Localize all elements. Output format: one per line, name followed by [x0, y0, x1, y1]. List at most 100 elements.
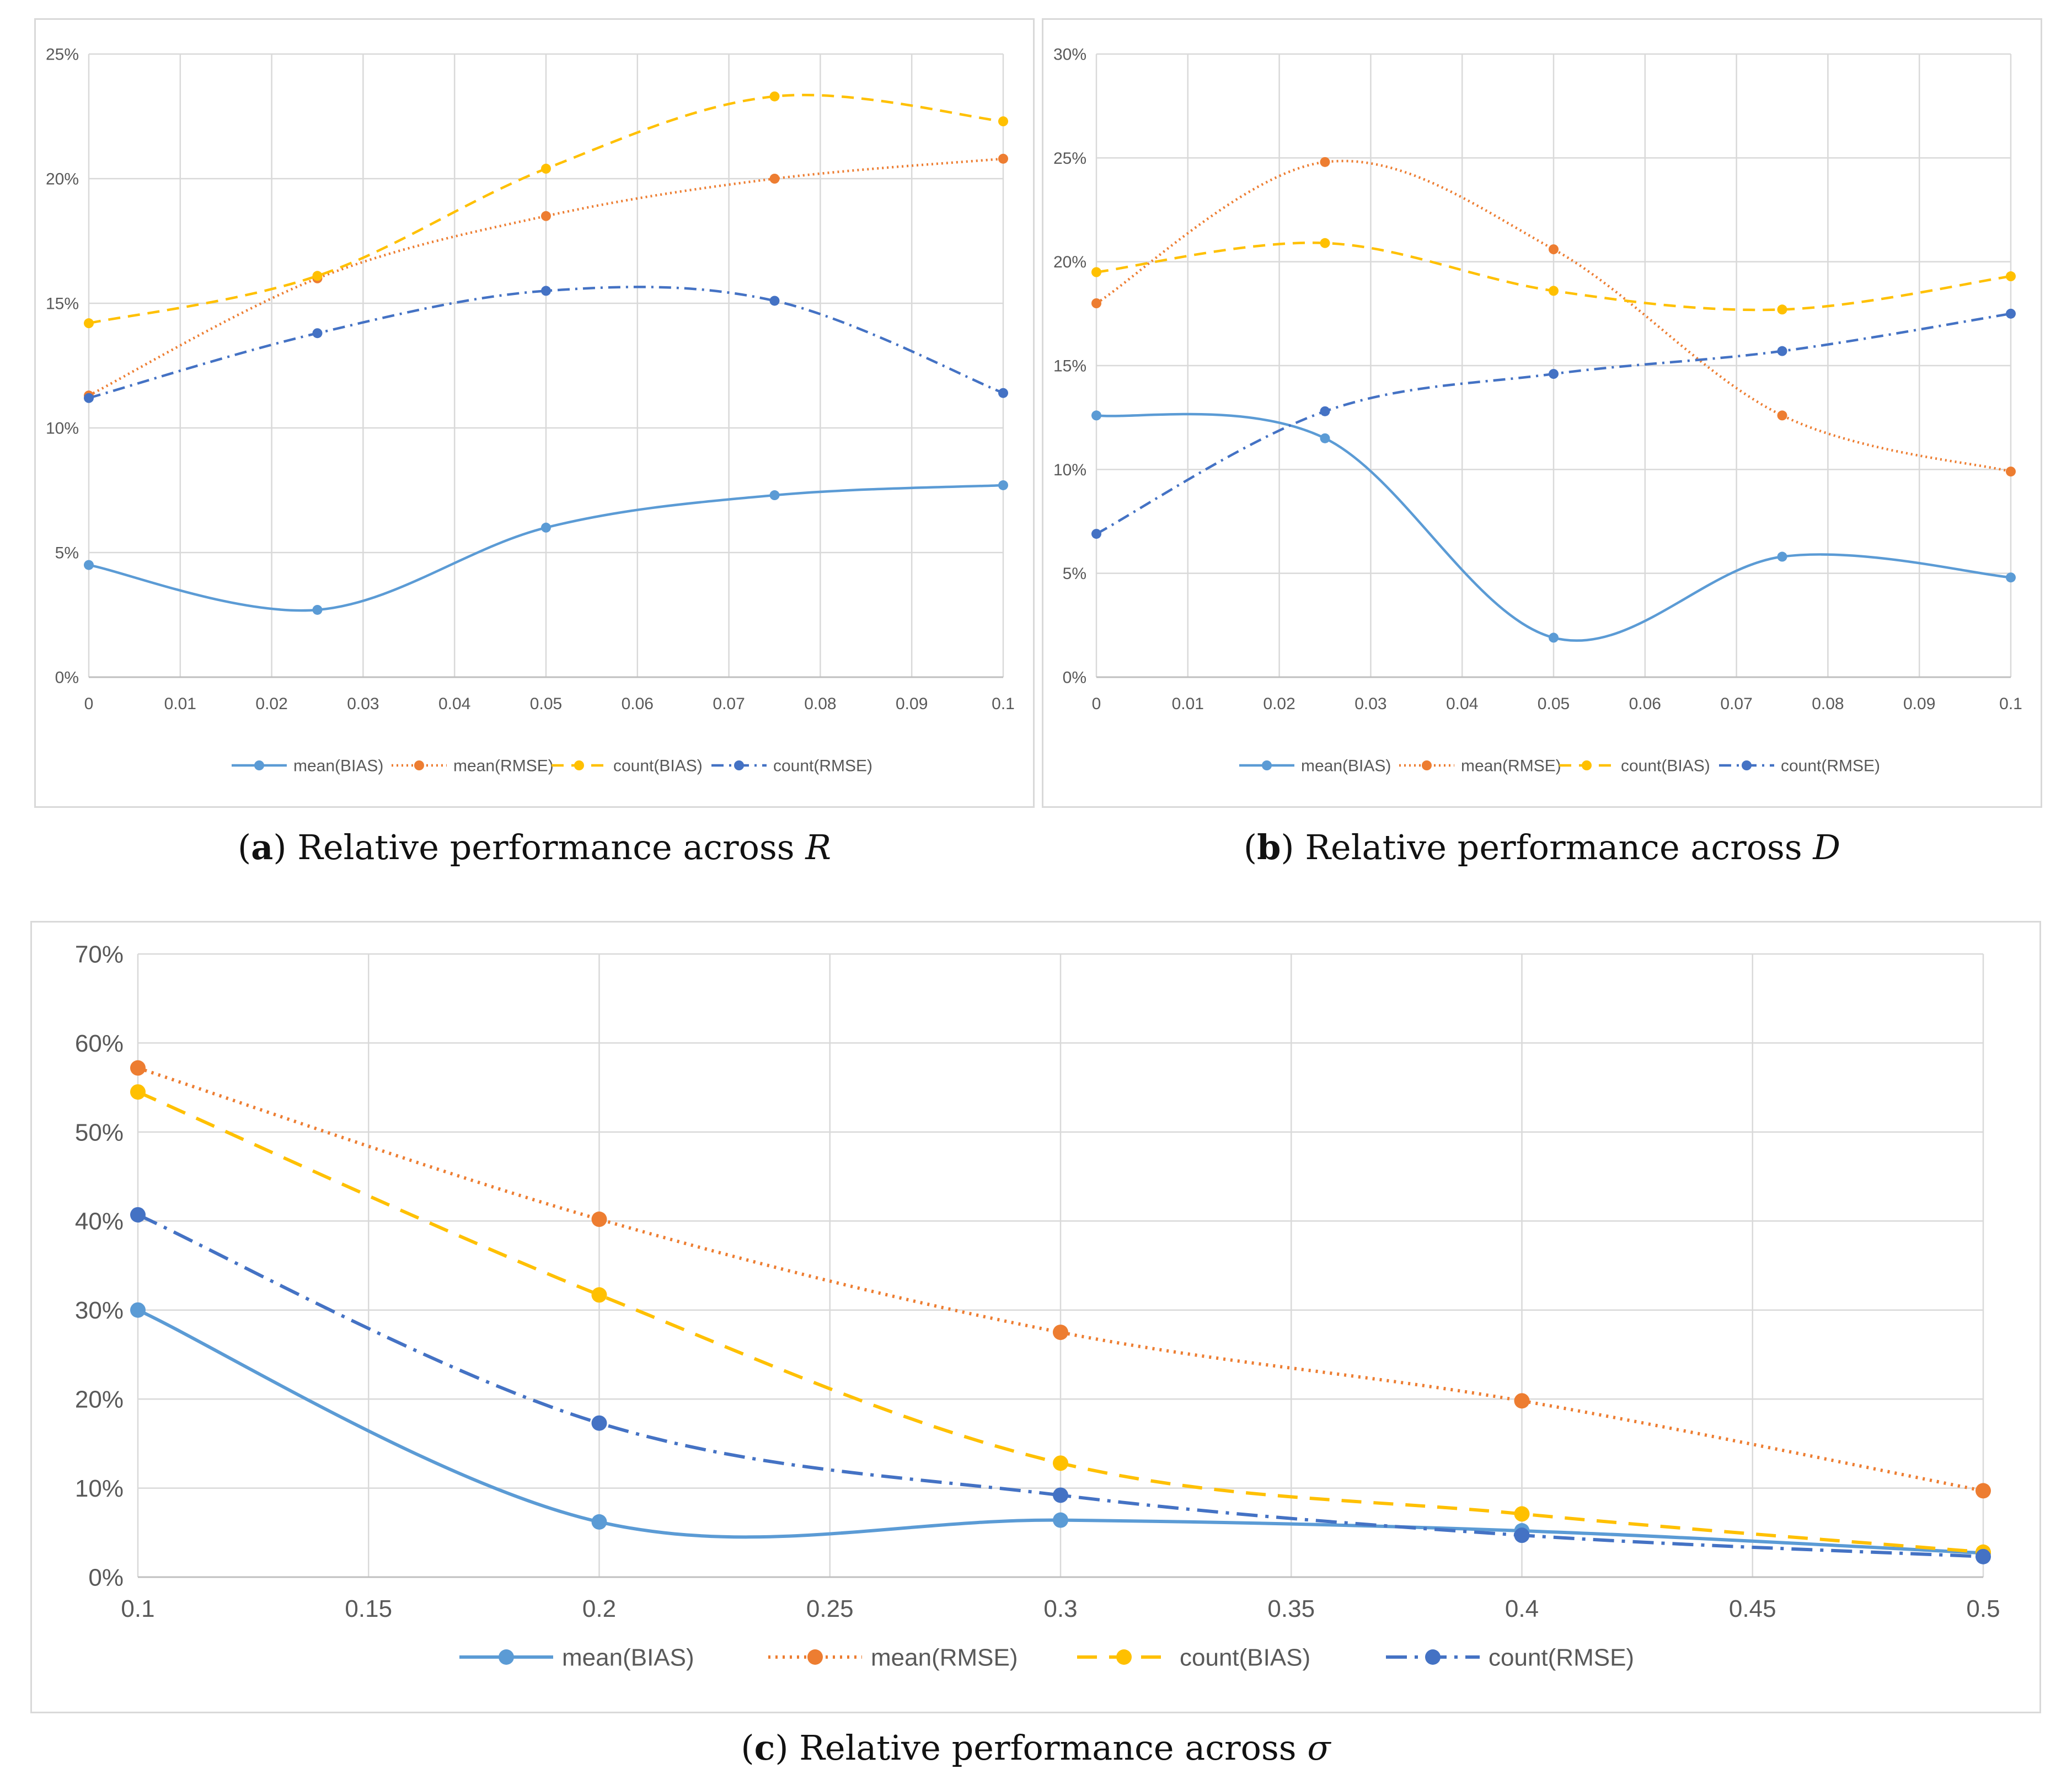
- chart-c-data-point: [591, 1415, 607, 1431]
- chart-a-data-point: [312, 271, 323, 281]
- chart-c-legend-label: count(RMSE): [1489, 1644, 1634, 1671]
- chart-b-x-tick-label: 0.03: [1354, 695, 1386, 713]
- chart-a-legend-label: count(RMSE): [773, 757, 872, 775]
- chart-c-data-point: [591, 1514, 607, 1530]
- chart-c-series-line-0: [137, 1308, 1984, 1555]
- chart-a-data-point: [769, 296, 780, 306]
- chart-a-data-point: [998, 480, 1008, 490]
- chart-a-x-tick-label: 0.05: [530, 695, 562, 713]
- chart-c-data-point: [1514, 1506, 1530, 1522]
- chart-c-x-tick-label: 0.25: [806, 1595, 854, 1622]
- chart-c-data-point: [1053, 1325, 1068, 1341]
- chart-a-x-tick-label: 0.01: [164, 695, 196, 713]
- caption-b-letter: b: [1257, 827, 1281, 867]
- chart-c-y-tick-label: 70%: [75, 941, 124, 968]
- chart-a-y-tick-label: 15%: [46, 295, 79, 313]
- chart-a-data-point: [541, 163, 551, 174]
- chart-a-data-point: [541, 211, 551, 221]
- chart-b-y-tick-label: 30%: [1053, 46, 1086, 64]
- chart-c-y-tick-label: 60%: [75, 1030, 124, 1057]
- caption-a: (a) Relative performance across R: [237, 827, 832, 867]
- caption-a-var: R: [805, 827, 832, 867]
- chart-c-y-tick-label: 10%: [75, 1475, 124, 1502]
- chart-a-legend-marker: [414, 760, 424, 770]
- chart-c-legend-marker: [1425, 1649, 1441, 1665]
- chart-a-data-point: [312, 604, 323, 615]
- chart-c-x-tick-label: 0.15: [345, 1595, 392, 1622]
- chart-a-x-tick-label: 0.06: [622, 695, 654, 713]
- chart-a-x-tick-label: 0.1: [992, 695, 1015, 713]
- chart-a-data-point: [541, 522, 551, 533]
- chart-a-legend-label: count(BIAS): [613, 757, 703, 775]
- chart-c-data-point: [1053, 1487, 1068, 1503]
- chart-b-data-point: [2006, 271, 2016, 282]
- chart-c-data-point: [130, 1302, 146, 1318]
- chart-b-y-tick-label: 25%: [1053, 149, 1086, 168]
- chart-c-data-point: [130, 1207, 146, 1223]
- chart-b-y-tick-label: 15%: [1053, 357, 1086, 376]
- chart-c-x-tick-label: 0.2: [582, 1595, 616, 1622]
- chart-b-legend-label: count(RMSE): [1781, 757, 1880, 775]
- chart-c-data-point: [1975, 1548, 1991, 1564]
- chart-b-x-tick-label: 0.07: [1720, 695, 1752, 713]
- caption-c-var: σ: [1307, 1728, 1331, 1768]
- chart-a-y-tick-label: 0%: [55, 669, 79, 687]
- chart-b-legend-marker: [1422, 760, 1432, 770]
- chart-c-y-tick-label: 30%: [75, 1297, 124, 1324]
- chart-c-data-point: [1514, 1527, 1530, 1543]
- chart-a-x-tick-label: 0.07: [713, 695, 745, 713]
- caption-c-text: Relative performance across: [799, 1728, 1308, 1768]
- chart-c-data-point: [1053, 1455, 1068, 1471]
- chart-b-legend-marker: [1582, 760, 1592, 770]
- chart-c: 0.1 0.15 0.2 0.25 0.3 0.35 0.4 0.45 0.5 0% 10% 20% 3…: [75, 941, 2000, 1671]
- chart-a-data-point: [769, 174, 780, 184]
- chart-b-data-point: [1549, 244, 1559, 255]
- chart-a-legend-marker: [574, 760, 584, 770]
- chart-c-data-point: [591, 1287, 607, 1303]
- chart-c-legend-label: mean(RMSE): [871, 1644, 1018, 1671]
- chart-a-data-point: [312, 328, 323, 339]
- chart-c-y-tick-label: 20%: [75, 1386, 124, 1413]
- chart-a-data-point: [769, 490, 780, 501]
- chart-b-data-point: [1320, 406, 1330, 416]
- caption-c-letter: c: [754, 1728, 775, 1768]
- chart-a-legend-marker: [254, 760, 264, 770]
- chart-c-panel: 0.1 0.15 0.2 0.25 0.3 0.35 0.4 0.45 0.5 0% 10% 20% 3…: [30, 921, 2041, 1713]
- chart-b-legend-marker: [1262, 760, 1272, 770]
- caption-a-text: Relative performance across: [297, 827, 806, 867]
- chart-c-data-point: [1514, 1393, 1530, 1409]
- chart-a-series-line-3: [88, 286, 1004, 399]
- chart-c-data-point: [130, 1060, 146, 1076]
- chart-a: 0 0.01 0.02 0.03 0.04 0.05 0.06 0.07 0.08 0.09 0.1…: [46, 46, 1015, 775]
- chart-b-data-point: [1777, 346, 1787, 356]
- chart-b-data-point: [1320, 238, 1330, 248]
- chart-b-data-point: [1777, 304, 1787, 315]
- chart-c-y-tick-label: 50%: [75, 1119, 124, 1146]
- chart-c-data-point: [1975, 1483, 1991, 1499]
- chart-c-x-tick-label: 0.45: [1729, 1595, 1776, 1622]
- chart-b-data-point: [2006, 308, 2016, 319]
- chart-c-legend-label: count(BIAS): [1180, 1644, 1310, 1671]
- chart-b-data-point: [2006, 572, 2016, 583]
- chart-c-series-line-3: [137, 1213, 1984, 1558]
- chart-b-y-tick-label: 0%: [1063, 669, 1086, 687]
- caption-b-var: D: [1813, 827, 1841, 867]
- chart-b-data-point: [1320, 157, 1330, 167]
- chart-a-x-tick-label: 0.03: [347, 695, 379, 713]
- chart-a-data-point: [769, 91, 780, 101]
- chart-b-data-point: [1777, 410, 1787, 421]
- chart-a-panel: 0 0.01 0.02 0.03 0.04 0.05 0.06 0.07 0.08 0.09 0.1…: [34, 18, 1035, 808]
- chart-b-x-tick-label: 0.04: [1446, 695, 1478, 713]
- chart-c-legend-marker: [499, 1649, 514, 1665]
- caption-b-text: Relative performance across: [1305, 827, 1813, 867]
- chart-b-x-tick-label: 0.09: [1903, 695, 1935, 713]
- chart-a-y-tick-label: 25%: [46, 46, 79, 64]
- chart-a-data-point: [998, 388, 1008, 398]
- chart-c-x-tick-label: 0.4: [1505, 1595, 1539, 1622]
- chart-a-x-tick-label: 0.04: [438, 695, 470, 713]
- chart-b-data-point: [1549, 286, 1559, 296]
- chart-c-x-tick-label: 0.3: [1043, 1595, 1077, 1622]
- caption-c: (c) Relative performance across σ: [741, 1728, 1331, 1768]
- chart-b-data-point: [1091, 298, 1101, 308]
- chart-c-y-tick-label: 40%: [75, 1208, 124, 1235]
